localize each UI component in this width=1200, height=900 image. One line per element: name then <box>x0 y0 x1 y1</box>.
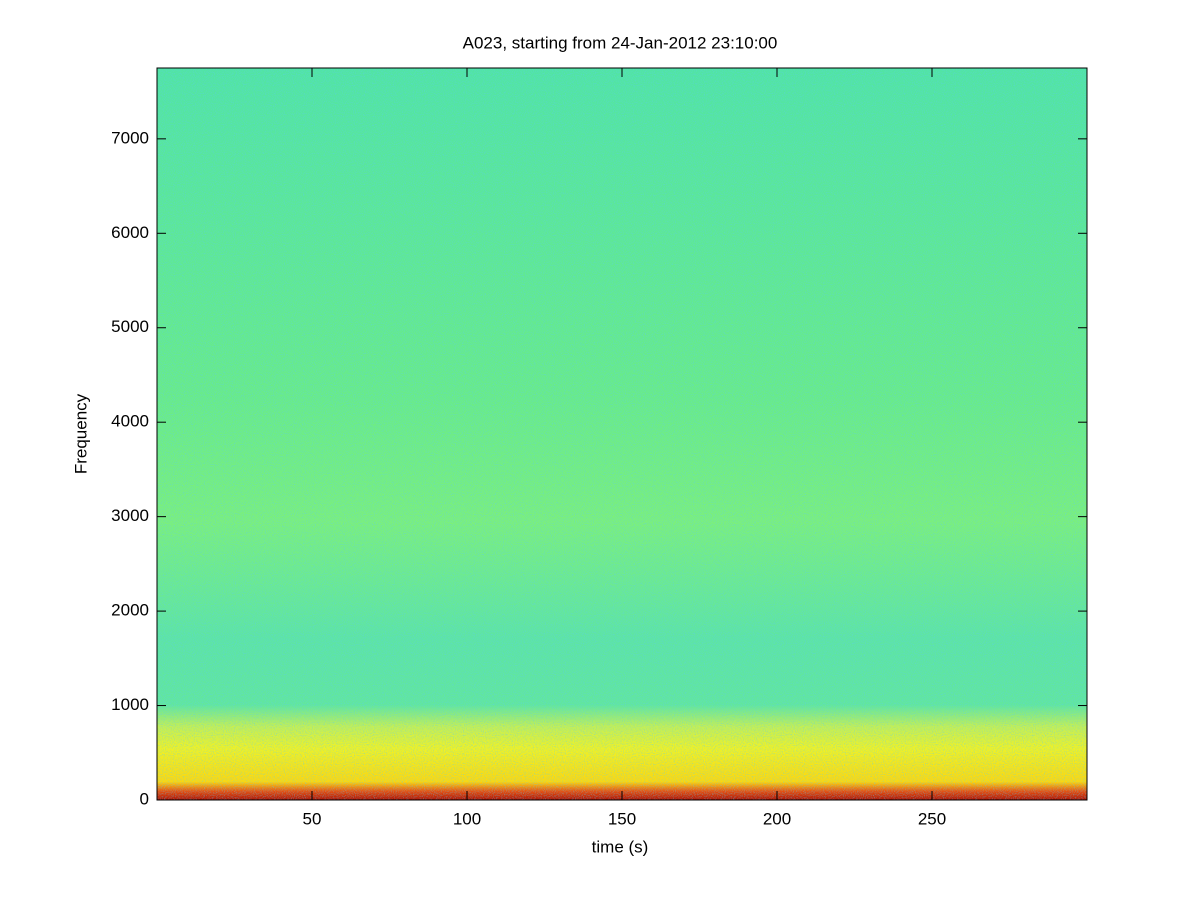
x-tick-label: 200 <box>763 809 791 828</box>
x-tick-label: 250 <box>918 809 946 828</box>
x-tick-label: 50 <box>303 809 322 828</box>
y-tick-label: 1000 <box>111 695 149 714</box>
y-tick-label: 4000 <box>111 412 149 431</box>
y-tick-label: 0 <box>140 789 149 808</box>
x-axis-label: time (s) <box>592 837 649 856</box>
x-tick-label: 150 <box>608 809 636 828</box>
y-axis-label: Frequency <box>71 393 90 474</box>
y-tick-label: 6000 <box>111 223 149 242</box>
plot-area <box>157 68 1087 800</box>
y-tick-label: 7000 <box>111 128 149 147</box>
spectrogram-noise <box>157 68 1087 800</box>
y-tick-label: 2000 <box>111 601 149 620</box>
y-tick-label: 3000 <box>111 506 149 525</box>
chart-title: A023, starting from 24-Jan-2012 23:10:00 <box>463 33 778 52</box>
x-tick-label: 100 <box>453 809 481 828</box>
y-tick-label: 5000 <box>111 317 149 336</box>
